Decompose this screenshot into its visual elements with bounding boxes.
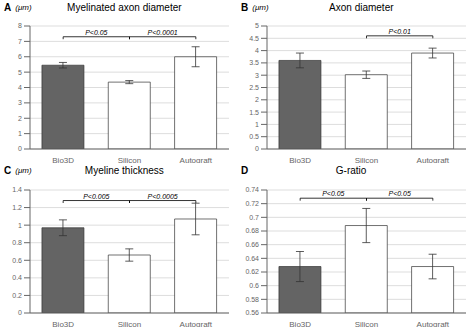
svg-text:Silicon: Silicon xyxy=(355,156,379,163)
svg-text:0.8: 0.8 xyxy=(12,239,22,246)
svg-text:1: 1 xyxy=(255,121,259,128)
svg-text:P<0.01: P<0.01 xyxy=(388,28,410,35)
svg-text:5: 5 xyxy=(255,22,259,29)
svg-text:P<0.0001: P<0.0001 xyxy=(148,29,178,36)
svg-text:0.62: 0.62 xyxy=(245,268,259,275)
svg-text:7: 7 xyxy=(18,38,22,45)
svg-text:5: 5 xyxy=(18,69,22,76)
svg-text:0: 0 xyxy=(18,145,22,152)
svg-text:P<0.005: P<0.005 xyxy=(83,192,109,199)
svg-text:Bio3D: Bio3D xyxy=(289,319,311,326)
svg-text:1: 1 xyxy=(18,130,22,137)
svg-text:1.2: 1.2 xyxy=(12,204,22,211)
svg-text:0.72: 0.72 xyxy=(245,200,259,207)
svg-text:Bio3D: Bio3D xyxy=(52,319,74,326)
svg-text:0.58: 0.58 xyxy=(245,295,259,302)
svg-text:3: 3 xyxy=(18,99,22,106)
svg-text:0.64: 0.64 xyxy=(245,254,259,261)
svg-text:0: 0 xyxy=(255,145,259,152)
svg-text:0.66: 0.66 xyxy=(245,241,259,248)
html-text:A (μm): A (μm) xyxy=(4,1,32,13)
html-text:Myeline thickness: Myeline thickness xyxy=(84,165,164,176)
svg-text:0.56: 0.56 xyxy=(245,309,259,316)
svg-text:0.5: 0.5 xyxy=(249,133,259,140)
svg-text:0.6: 0.6 xyxy=(249,282,259,289)
svg-text:Bio3D: Bio3D xyxy=(52,156,74,163)
svg-text:1.5: 1.5 xyxy=(249,109,259,116)
svg-text:2: 2 xyxy=(18,115,22,122)
html-text:B (μm): B (μm) xyxy=(241,1,269,13)
html-text:Myelinated axon diameter: Myelinated axon diameter xyxy=(67,1,182,13)
svg-text:Autograft: Autograft xyxy=(180,319,213,326)
svg-text:Autograft: Autograft xyxy=(180,156,213,163)
svg-text:0.2: 0.2 xyxy=(12,291,22,298)
svg-text:P<0.05: P<0.05 xyxy=(322,190,344,197)
svg-text:Silicon: Silicon xyxy=(355,319,379,326)
svg-text:Silicon: Silicon xyxy=(118,319,142,326)
svg-text:0.6: 0.6 xyxy=(12,256,22,263)
html-text:G-ratio: G-ratio xyxy=(335,165,367,176)
svg-text:Autograft: Autograft xyxy=(417,156,450,163)
svg-text:2: 2 xyxy=(255,96,259,103)
svg-text:P<0.05: P<0.05 xyxy=(85,29,107,36)
html-text:C (μm): C (μm) xyxy=(4,165,32,176)
svg-text:4: 4 xyxy=(255,47,259,54)
svg-text:8: 8 xyxy=(18,22,22,29)
svg-text:Autograft: Autograft xyxy=(417,319,450,326)
svg-text:6: 6 xyxy=(18,53,22,60)
svg-text:0.74: 0.74 xyxy=(245,186,259,193)
svg-text:0.7: 0.7 xyxy=(249,213,259,220)
svg-text:0.68: 0.68 xyxy=(245,227,259,234)
svg-text:P<0.05: P<0.05 xyxy=(388,190,410,197)
svg-text:4: 4 xyxy=(18,84,22,91)
svg-text:4.5: 4.5 xyxy=(249,35,259,42)
svg-text:2.5: 2.5 xyxy=(249,84,259,91)
html-text:Axon diameter: Axon diameter xyxy=(329,1,394,13)
svg-text:3.5: 3.5 xyxy=(249,59,259,66)
svg-text:Silicon: Silicon xyxy=(118,156,142,163)
svg-text:Bio3D: Bio3D xyxy=(289,156,311,163)
html-text:D: D xyxy=(241,165,249,176)
svg-text:1: 1 xyxy=(18,221,22,228)
svg-text:P<0.0005: P<0.0005 xyxy=(148,192,178,199)
svg-text:0.4: 0.4 xyxy=(12,274,22,281)
svg-text:0: 0 xyxy=(18,309,22,316)
svg-text:1.4: 1.4 xyxy=(12,186,22,193)
svg-text:3: 3 xyxy=(255,72,259,79)
